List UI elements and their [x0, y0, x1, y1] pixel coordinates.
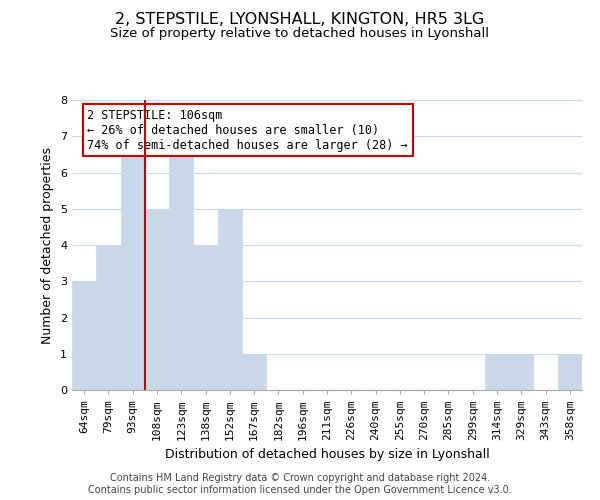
Bar	[485, 354, 509, 390]
Y-axis label: Number of detached properties: Number of detached properties	[41, 146, 55, 344]
Bar	[218, 209, 242, 390]
Bar	[145, 209, 169, 390]
Bar	[193, 245, 218, 390]
Text: 2, STEPSTILE, LYONSHALL, KINGTON, HR5 3LG: 2, STEPSTILE, LYONSHALL, KINGTON, HR5 3L…	[115, 12, 485, 28]
Text: Contains HM Land Registry data © Crown copyright and database right 2024.
Contai: Contains HM Land Registry data © Crown c…	[88, 474, 512, 495]
Text: 2 STEPSTILE: 106sqm
← 26% of detached houses are smaller (10)
74% of semi-detach: 2 STEPSTILE: 106sqm ← 26% of detached ho…	[88, 108, 408, 152]
Bar	[169, 136, 193, 390]
Bar	[96, 245, 121, 390]
Bar	[72, 281, 96, 390]
Bar	[242, 354, 266, 390]
X-axis label: Distribution of detached houses by size in Lyonshall: Distribution of detached houses by size …	[164, 448, 490, 461]
Bar	[121, 136, 145, 390]
Text: Size of property relative to detached houses in Lyonshall: Size of property relative to detached ho…	[110, 28, 490, 40]
Bar	[509, 354, 533, 390]
Bar	[558, 354, 582, 390]
